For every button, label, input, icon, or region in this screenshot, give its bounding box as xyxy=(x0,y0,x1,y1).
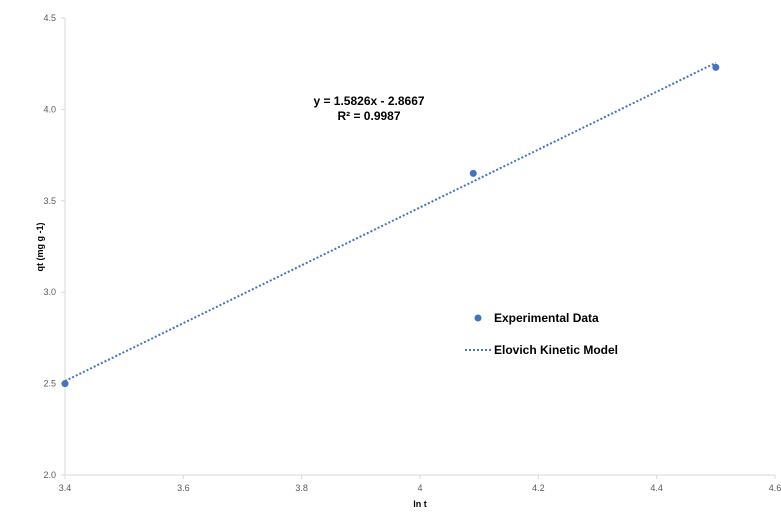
x-tick-label: 3.6 xyxy=(177,483,190,493)
x-tick-label: 4.6 xyxy=(769,483,781,493)
data-point-1 xyxy=(61,380,69,388)
y-tick-label: 2.0 xyxy=(43,470,56,480)
data-points-group xyxy=(61,63,720,388)
y-tick-label: 4.0 xyxy=(43,104,56,114)
y-tick-label: 2.5 xyxy=(43,379,56,389)
y-tick-label: 3.5 xyxy=(43,196,56,206)
trendline-equation: y = 1.5826x - 2.8667 xyxy=(313,94,424,108)
x-tick-label: 3.4 xyxy=(59,483,72,493)
x-tick-label: 3.8 xyxy=(295,483,308,493)
legend: Experimental Data Elovich Kinetic Model xyxy=(465,311,618,357)
data-point-2 xyxy=(469,169,477,177)
trendline-elovich xyxy=(64,61,717,382)
legend-marker-experimental xyxy=(474,314,482,322)
r-squared-label: R² = 0.9987 xyxy=(337,109,400,123)
y-tick-label: 3.0 xyxy=(43,287,56,297)
data-point-3 xyxy=(712,63,720,71)
x-tick-label: 4.4 xyxy=(650,483,663,493)
axes: 3.4 3.6 3.8 4 4.2 4.4 4.6 2.0 2.5 3.0 3.5 4.0 4.5 xyxy=(43,13,781,493)
y-axis-title: qt (mg g -1) xyxy=(35,223,45,272)
x-axis-title: ln t xyxy=(413,499,427,509)
x-tick-label: 4.2 xyxy=(532,483,545,493)
trendline-group xyxy=(64,61,717,382)
legend-label-elovich: Elovich Kinetic Model xyxy=(494,343,618,357)
x-tick-label: 4 xyxy=(417,483,422,493)
y-tick-label: 4.5 xyxy=(43,13,56,23)
legend-label-experimental: Experimental Data xyxy=(494,311,599,325)
